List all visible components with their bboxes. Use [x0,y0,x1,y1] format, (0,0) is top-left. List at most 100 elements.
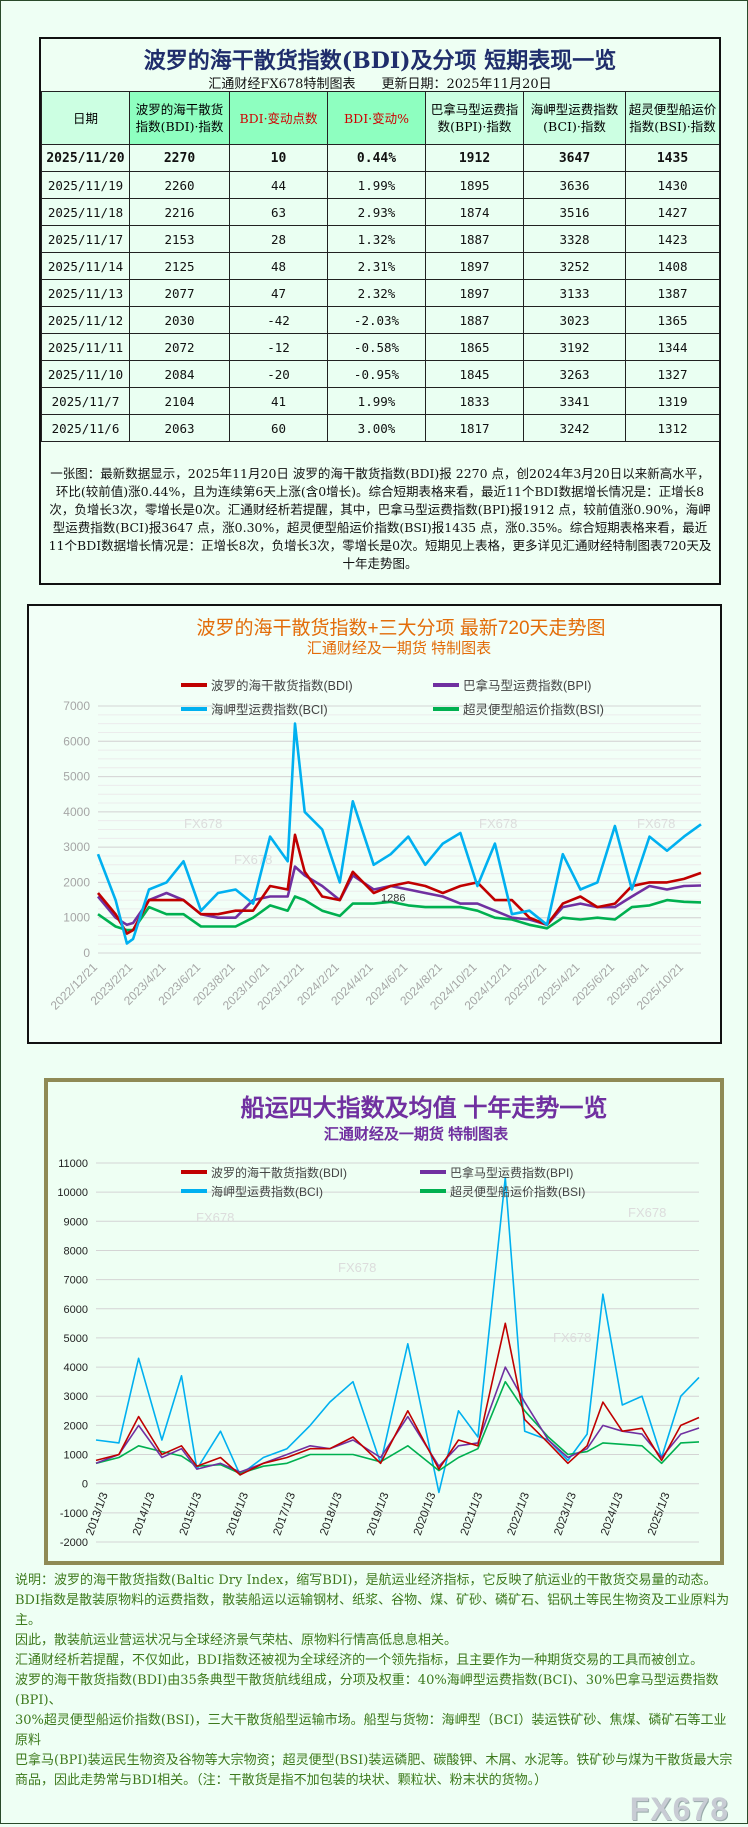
table-cell: 2025/11/10 [41,360,130,388]
table-cell: 2.93% [327,198,426,226]
table-cell: 2072 [129,333,230,361]
table-cell: 1430 [625,171,720,199]
table-cell: 2084 [129,360,230,388]
table-row: 2025/11/11 2072 -12 -0.58% 1865 3192 1344 [41,333,720,361]
table-cell: 1312 [625,414,720,442]
y-tick-label: 5000 [63,770,90,784]
table-cell: 1897 [425,279,524,307]
table-cell: 3328 [523,225,626,253]
table-cell: 1435 [625,144,720,172]
chart-title: 波罗的海干散货指数+三大分项 最新720天走势图 [196,617,605,639]
table-cell: 1365 [625,306,720,334]
bdi-table-panel: 波罗的海干散货指数(BDI)及分项 短期表现一览 汇通财经FX678特制图表 更… [39,37,721,585]
legend-label-bpi: 巴拿马型运费指数(BPI) [463,678,591,693]
y-tick-label: 4000 [64,1362,88,1374]
table-cell: 1387 [625,279,720,307]
table-cell: 2025/11/19 [41,171,130,199]
series-line-bpi [95,1366,700,1473]
table-cell: 3242 [523,414,626,442]
table-cell: 2153 [129,225,230,253]
table-cell: 2025/11/11 [41,333,130,361]
x-tick-label: 2021/1/3 [459,1491,486,1537]
y-tick-label: 11000 [58,1158,88,1170]
table-cell: -42 [229,306,328,334]
y-tick-label: -2000 [60,1537,88,1549]
table-cell: 1344 [625,333,720,361]
table-row: 2025/11/17 2153 28 1.32% 1887 3328 1423 [41,225,720,253]
x-tick-label: 2024/1/3 [599,1491,626,1537]
table-cell: 3252 [523,252,626,280]
x-tick-label: 2018/1/3 [318,1491,345,1537]
table-cell: 1408 [625,252,720,280]
x-tick-label: 2016/1/3 [225,1491,252,1537]
watermark-text: FX678 [553,1330,591,1345]
table-cell: 2270 [129,144,230,172]
table-cell: 2.31% [327,252,426,280]
table-cell: 1845 [425,360,524,388]
header-bdi-change-pct: BDI·变动% [327,91,426,145]
description-line: 30%超灵便型船运价指数(BSI)，三大干散货船型运输市场。船型与货物：海岬型（… [15,1713,727,1748]
x-tick-label: 2022/12/21 [48,960,101,1013]
description-line: 因此，散装航运业营运状况与全球经济景气荣枯、原物料行情高低息息相关。 [15,1633,458,1648]
table-cell: 1.32% [327,225,426,253]
table-row: 2025/11/6 2063 60 3.00% 1817 3242 1312 [41,414,720,442]
series-line-bsi [97,895,702,932]
y-tick-label: 8000 [64,1245,88,1257]
y-tick-label: 7000 [64,1275,88,1287]
table-cell: 2260 [129,171,230,199]
table-cell: 3023 [523,306,626,334]
chart-subtitle: 汇通财经及一期货 特制图表 [324,1125,509,1143]
table-cell: 48 [229,252,328,280]
legend-label-bpi: 巴拿马型运费指数(BPI) [450,1165,573,1180]
y-tick-label: 4000 [63,805,90,819]
y-tick-label: -1000 [60,1508,88,1520]
series-line-bdi [95,1322,700,1476]
watermark-text: FX678 [338,1260,376,1275]
series-line-bci [96,722,702,945]
table-row: 2025/11/20 2270 10 0.44% 1912 3647 1435 [41,144,720,172]
table-cell: 63 [229,198,328,226]
table-cell: 2030 [129,306,230,334]
y-tick-label: 6000 [64,1304,88,1316]
chart-ten-year: 船运四大指数及均值 十年走势一览 汇通财经及一期货 特制图表 -2000 -1000 0… [44,1078,724,1565]
table-cell: -12 [229,333,328,361]
table-cell: 1912 [425,144,524,172]
watermark-text: FX678 [637,816,675,831]
header-date: 日期 [41,91,130,145]
y-tick-label: 3000 [63,840,90,854]
table-cell: 1427 [625,198,720,226]
header-bsi: 超灵便型船运价指数(BSI)·指数 [625,91,720,145]
table-cell: 2025/11/18 [41,198,130,226]
table-cell: 0.44% [327,144,426,172]
table-cell: 3133 [523,279,626,307]
series-line-bdi [96,833,702,935]
table-cell: 1.99% [327,387,426,415]
table-cell: 47 [229,279,328,307]
y-tick-label: 2000 [64,1420,88,1432]
table-cell: -20 [229,360,328,388]
chart-title: 船运四大指数及均值 十年走势一览 [241,1094,608,1122]
description-line: 商品，因此走势常与BDI相关。（注：干散货是指不加包装的块状、颗粒状、粉末状的货… [15,1773,548,1788]
table-cell: 1865 [425,333,524,361]
series-line-bci [95,1176,700,1494]
header-bdi: 波罗的海干散货指数(BDI)·指数 [129,91,230,145]
x-tick-label: 2019/1/3 [365,1491,392,1537]
table-cell: 2063 [129,414,230,442]
table-cell: 2025/11/7 [41,387,130,415]
table-row: 2025/11/13 2077 47 2.32% 1897 3133 1387 [41,279,720,307]
x-tick-label: 2017/1/3 [272,1491,299,1537]
table-cell: 1895 [425,171,524,199]
description-line: 汇通财经析若提醒，不仅如此，BDI指数还被视为全球经济的一个领先指标，且主要作为… [15,1653,704,1668]
table-cell: 1423 [625,225,720,253]
table-subtitle: 汇通财经FX678特制图表 更新日期：2025年11月20日 [208,77,552,92]
table-cell: 1887 [425,225,524,253]
x-tick-label: 2013/1/3 [84,1491,111,1537]
legend-label-bsi: 超灵便型船运价指数(BSI) [463,702,604,717]
table-cell: 1897 [425,252,524,280]
table-cell: 3192 [523,333,626,361]
table-cell: 2216 [129,198,230,226]
y-tick-label: 5000 [64,1333,88,1345]
table-cell: 3647 [523,144,626,172]
table-cell: 1319 [625,387,720,415]
x-tick-label: 2020/1/3 [412,1491,439,1537]
